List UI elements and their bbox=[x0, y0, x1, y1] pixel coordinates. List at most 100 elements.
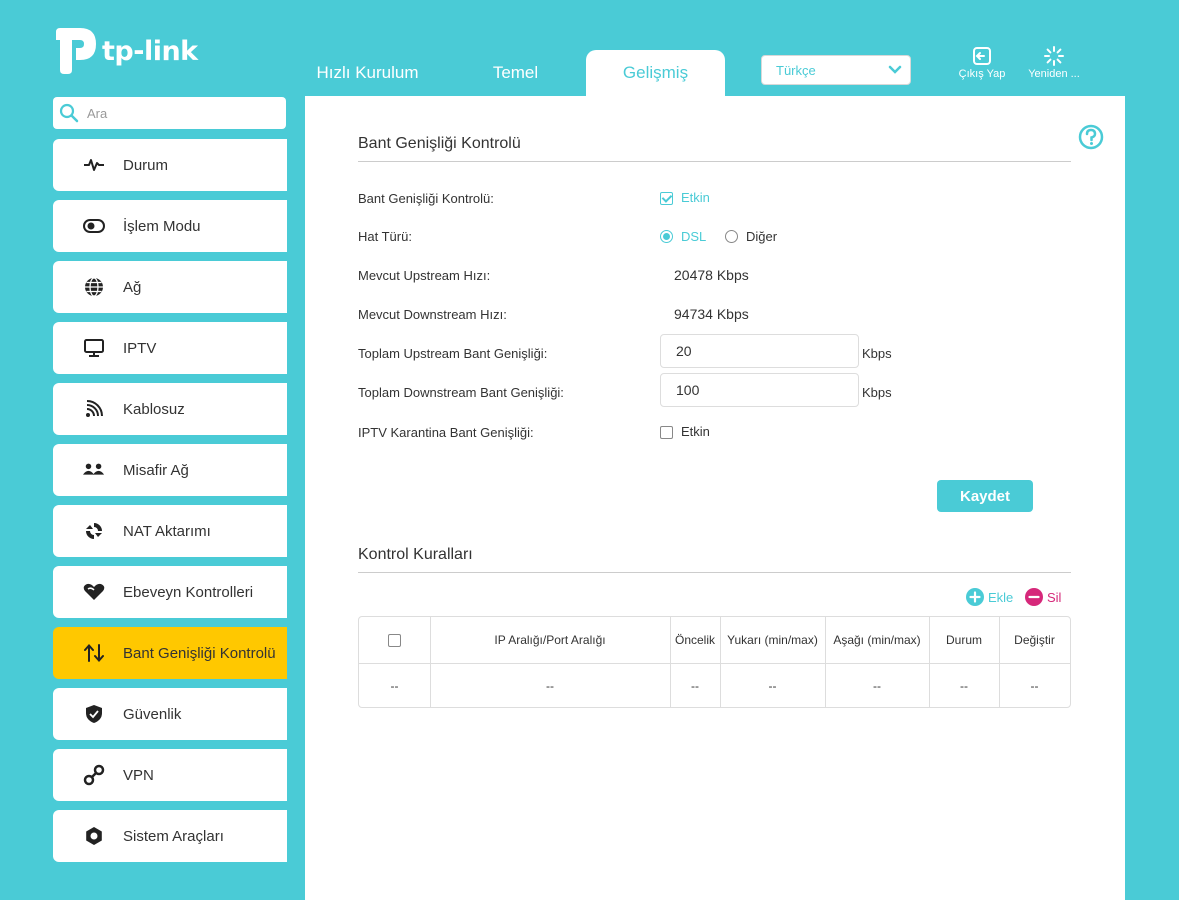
sidebar-item-label: Sistem Araçları bbox=[123, 828, 224, 845]
line-type-other-radio[interactable] bbox=[725, 230, 738, 243]
guests-icon bbox=[83, 460, 105, 480]
iptv-quarantine-checkbox[interactable] bbox=[660, 426, 673, 439]
sidebar-item-operation-mode[interactable]: İşlem Modu bbox=[53, 200, 287, 252]
sidebar-item-system-tools[interactable]: Sistem Araçları bbox=[53, 810, 287, 862]
minus-circle-icon bbox=[1025, 588, 1043, 606]
table-row-divider bbox=[359, 663, 1070, 664]
nat-icon bbox=[83, 521, 105, 541]
total-downstream-unit: Kbps bbox=[862, 385, 892, 400]
column-header: Durum bbox=[945, 633, 982, 647]
total-downstream-label: Toplam Downstream Bant Genişliği: bbox=[358, 385, 564, 400]
table-col-divider bbox=[720, 617, 721, 707]
language-selected: Türkçe bbox=[776, 63, 816, 78]
table-cell: -- bbox=[691, 678, 699, 693]
tab-quick-setup[interactable]: Hızlı Kurulum bbox=[316, 63, 419, 82]
reboot-button[interactable]: Yeniden ... bbox=[1022, 46, 1086, 80]
table-col-divider bbox=[929, 617, 930, 707]
table-cell: -- bbox=[390, 678, 399, 693]
total-upstream-label: Toplam Upstream Bant Genişliği: bbox=[358, 346, 548, 361]
sidebar-item-label: NAT Aktarımı bbox=[123, 523, 211, 540]
table-col-divider bbox=[999, 617, 1000, 707]
table-col-divider bbox=[670, 617, 671, 707]
section-divider bbox=[358, 572, 1071, 573]
help-button[interactable] bbox=[1078, 124, 1104, 155]
monitor-icon bbox=[83, 338, 105, 358]
brand-name: tp-link bbox=[102, 36, 198, 67]
line-type-dsl-text: DSL bbox=[681, 229, 707, 244]
table-col-divider bbox=[825, 617, 826, 707]
tp-link-logo-icon bbox=[56, 28, 96, 74]
bandwidth-section-title: Bant Genişliği Kontrolü bbox=[358, 135, 521, 152]
sidebar-item-status[interactable]: Durum bbox=[53, 139, 287, 191]
upstream-value: 20478 Kbps bbox=[674, 267, 749, 283]
sidebar-item-wireless[interactable]: Kablosuz bbox=[53, 383, 287, 435]
total-upstream-input[interactable] bbox=[660, 334, 859, 368]
rules-section-title: Kontrol Kuralları bbox=[358, 546, 473, 563]
column-header: Yukarı (min/max) bbox=[727, 633, 818, 647]
select-all-checkbox[interactable] bbox=[388, 633, 401, 647]
search-input[interactable] bbox=[87, 102, 277, 124]
sidebar-item-iptv[interactable]: IPTV bbox=[53, 322, 287, 374]
table-cell: -- bbox=[546, 678, 554, 693]
sidebar-item-network[interactable]: Ağ bbox=[53, 261, 287, 313]
globe-icon bbox=[83, 277, 105, 297]
pulse-icon bbox=[83, 155, 105, 175]
enable-checkbox-text: Etkin bbox=[681, 190, 710, 205]
logout-label: Çıkış Yap bbox=[958, 68, 1006, 80]
sidebar-item-label: Durum bbox=[123, 157, 169, 174]
sidebar-item-label: Ağ bbox=[123, 279, 142, 296]
logout-button[interactable]: Çıkış Yap bbox=[950, 46, 1014, 80]
save-button[interactable]: Kaydet bbox=[937, 480, 1033, 512]
sidebar-item-parental-controls[interactable]: Ebeveyn Kontrolleri bbox=[53, 566, 287, 618]
total-upstream-unit: Kbps bbox=[862, 346, 892, 361]
sidebar-item-vpn[interactable]: VPN bbox=[53, 749, 287, 801]
sidebar-item-label: VPN bbox=[123, 767, 154, 784]
sidebar-item-label: Bant Genişliği Kontrolü bbox=[123, 645, 276, 662]
tab-basic[interactable]: Temel bbox=[492, 63, 539, 82]
reboot-icon bbox=[1044, 46, 1064, 66]
language-select[interactable]: Türkçe bbox=[761, 55, 911, 85]
column-header: Aşağı (min/max) bbox=[833, 633, 921, 647]
sidebar-item-bandwidth-control[interactable]: Bant Genişliği Kontrolü bbox=[53, 627, 287, 679]
line-type-other-text: Diğer bbox=[746, 229, 778, 244]
reboot-label: Yeniden ... bbox=[1028, 68, 1080, 80]
select-all-cell bbox=[359, 617, 430, 663]
sidebar-item-label: Misafir Ağ bbox=[123, 462, 189, 479]
table-cell: -- bbox=[960, 678, 968, 693]
table-cell: -- bbox=[1030, 678, 1039, 693]
total-downstream-input[interactable] bbox=[660, 373, 859, 407]
add-rule-button[interactable]: Ekle bbox=[966, 588, 1013, 606]
gear-icon bbox=[83, 826, 105, 846]
arrows-updown-icon bbox=[83, 643, 105, 663]
add-rule-label: Ekle bbox=[988, 589, 1014, 605]
iptv-quarantine-checkbox-text: Etkin bbox=[681, 424, 710, 439]
table-col-divider bbox=[430, 617, 431, 707]
line-type-label: Hat Türü: bbox=[358, 229, 412, 244]
sidebar-item-label: Ebeveyn Kontrolleri bbox=[123, 584, 254, 601]
tab-advanced[interactable]: Gelişmiş bbox=[586, 50, 725, 96]
sidebar-item-security[interactable]: Güvenlik bbox=[53, 688, 287, 740]
line-type-dsl-radio[interactable] bbox=[660, 230, 673, 243]
section-divider bbox=[358, 161, 1071, 162]
table-cell: -- bbox=[768, 678, 777, 693]
sidebar-item-nat[interactable]: NAT Aktarımı bbox=[53, 505, 287, 557]
table-cell: -- bbox=[873, 678, 881, 693]
logout-icon bbox=[973, 47, 991, 65]
sidebar-item-label: IPTV bbox=[123, 340, 157, 357]
plus-circle-icon bbox=[966, 588, 984, 606]
rules-table: IP Aralığı/Port Aralığı Öncelik Yukarı (… bbox=[358, 616, 1071, 708]
iptv-quarantine-label: IPTV Karantina Bant Genişliği: bbox=[358, 425, 534, 440]
downstream-label: Mevcut Downstream Hızı: bbox=[358, 307, 507, 322]
sidebar-item-label: Kablosuz bbox=[123, 401, 185, 418]
sidebar-item-guest-network[interactable]: Misafir Ağ bbox=[53, 444, 287, 496]
shield-icon bbox=[83, 704, 105, 724]
downstream-value: 94734 Kbps bbox=[674, 306, 749, 322]
search-box bbox=[53, 97, 286, 129]
delete-rule-button[interactable]: Sil bbox=[1025, 588, 1061, 606]
toggle-icon bbox=[83, 216, 105, 236]
enable-label: Bant Genişliği Kontrolü: bbox=[358, 191, 494, 206]
column-header: IP Aralığı/Port Aralığı bbox=[494, 633, 606, 647]
wifi-icon bbox=[83, 399, 105, 419]
heart-icon bbox=[83, 582, 105, 602]
enable-checkbox[interactable] bbox=[660, 192, 673, 205]
